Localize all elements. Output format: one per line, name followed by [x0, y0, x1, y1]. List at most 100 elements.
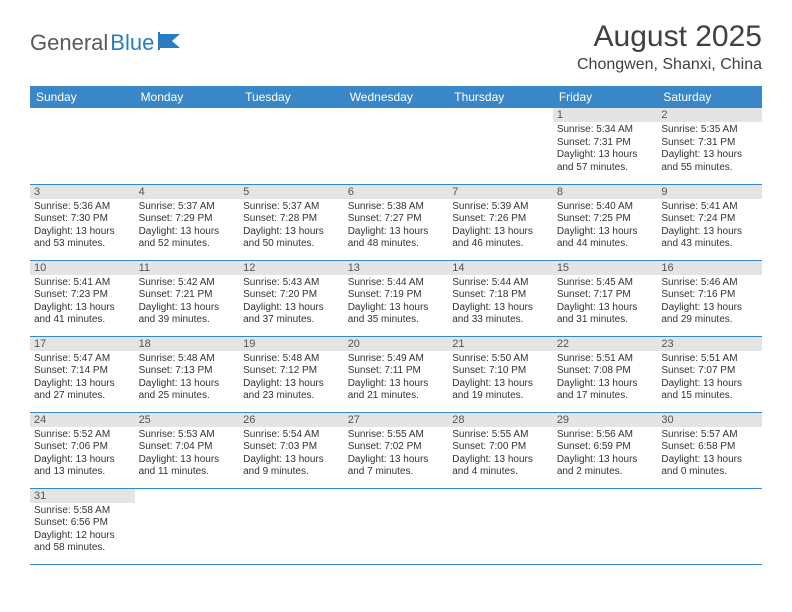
calendar-cell: [657, 488, 762, 564]
day-number: 16: [657, 261, 762, 275]
sunrise-line: Sunrise: 5:52 AM: [34, 429, 131, 442]
day-content: Sunrise: 5:41 AMSunset: 7:24 PMDaylight:…: [657, 199, 762, 253]
sunset-line: Sunset: 6:56 PM: [34, 517, 131, 530]
calendar-cell: [239, 488, 344, 564]
daylight-line: Daylight: 13 hours and 41 minutes.: [34, 302, 131, 327]
day-number: 14: [448, 261, 553, 275]
day-content: Sunrise: 5:51 AMSunset: 7:08 PMDaylight:…: [553, 351, 658, 405]
calendar-cell: 21Sunrise: 5:50 AMSunset: 7:10 PMDayligh…: [448, 336, 553, 412]
calendar-cell: 11Sunrise: 5:42 AMSunset: 7:21 PMDayligh…: [135, 260, 240, 336]
day-content: Sunrise: 5:52 AMSunset: 7:06 PMDaylight:…: [30, 427, 135, 481]
daylight-line: Daylight: 13 hours and 25 minutes.: [139, 378, 236, 403]
day-number: 8: [553, 185, 658, 199]
day-number: 10: [30, 261, 135, 275]
daylight-line: Daylight: 13 hours and 52 minutes.: [139, 226, 236, 251]
day-content: Sunrise: 5:41 AMSunset: 7:23 PMDaylight:…: [30, 275, 135, 329]
sunrise-line: Sunrise: 5:51 AM: [661, 353, 758, 366]
daylight-line: Daylight: 13 hours and 50 minutes.: [243, 226, 340, 251]
sunrise-line: Sunrise: 5:43 AM: [243, 277, 340, 290]
sunrise-line: Sunrise: 5:50 AM: [452, 353, 549, 366]
sunrise-line: Sunrise: 5:54 AM: [243, 429, 340, 442]
day-number: 6: [344, 185, 449, 199]
sunset-line: Sunset: 7:29 PM: [139, 213, 236, 226]
day-content: Sunrise: 5:57 AMSunset: 6:58 PMDaylight:…: [657, 427, 762, 481]
day-number: 24: [30, 413, 135, 427]
day-number: 15: [553, 261, 658, 275]
day-number: 20: [344, 337, 449, 351]
calendar-cell: 2Sunrise: 5:35 AMSunset: 7:31 PMDaylight…: [657, 108, 762, 184]
calendar-cell: 15Sunrise: 5:45 AMSunset: 7:17 PMDayligh…: [553, 260, 658, 336]
calendar-cell: 25Sunrise: 5:53 AMSunset: 7:04 PMDayligh…: [135, 412, 240, 488]
day-content: Sunrise: 5:51 AMSunset: 7:07 PMDaylight:…: [657, 351, 762, 405]
calendar-cell: 9Sunrise: 5:41 AMSunset: 7:24 PMDaylight…: [657, 184, 762, 260]
day-number: 3: [30, 185, 135, 199]
daylight-line: Daylight: 13 hours and 2 minutes.: [557, 454, 654, 479]
daylight-line: Daylight: 13 hours and 53 minutes.: [34, 226, 131, 251]
daylight-line: Daylight: 13 hours and 19 minutes.: [452, 378, 549, 403]
sunrise-line: Sunrise: 5:40 AM: [557, 201, 654, 214]
day-content: Sunrise: 5:42 AMSunset: 7:21 PMDaylight:…: [135, 275, 240, 329]
sunset-line: Sunset: 7:17 PM: [557, 289, 654, 302]
day-content: Sunrise: 5:49 AMSunset: 7:11 PMDaylight:…: [344, 351, 449, 405]
day-number: 27: [344, 413, 449, 427]
sunrise-line: Sunrise: 5:37 AM: [139, 201, 236, 214]
day-number: 4: [135, 185, 240, 199]
calendar-cell: 5Sunrise: 5:37 AMSunset: 7:28 PMDaylight…: [239, 184, 344, 260]
calendar-table: SundayMondayTuesdayWednesdayThursdayFrid…: [30, 86, 762, 565]
sunrise-line: Sunrise: 5:55 AM: [348, 429, 445, 442]
calendar-cell: 30Sunrise: 5:57 AMSunset: 6:58 PMDayligh…: [657, 412, 762, 488]
calendar-cell: 12Sunrise: 5:43 AMSunset: 7:20 PMDayligh…: [239, 260, 344, 336]
day-number: 28: [448, 413, 553, 427]
weekday-header: Wednesday: [344, 86, 449, 108]
calendar-cell: [448, 488, 553, 564]
sunset-line: Sunset: 7:04 PM: [139, 441, 236, 454]
sunset-line: Sunset: 6:59 PM: [557, 441, 654, 454]
day-content: Sunrise: 5:48 AMSunset: 7:13 PMDaylight:…: [135, 351, 240, 405]
calendar-cell: 13Sunrise: 5:44 AMSunset: 7:19 PMDayligh…: [344, 260, 449, 336]
calendar-cell: 4Sunrise: 5:37 AMSunset: 7:29 PMDaylight…: [135, 184, 240, 260]
sunset-line: Sunset: 7:11 PM: [348, 365, 445, 378]
sunrise-line: Sunrise: 5:55 AM: [452, 429, 549, 442]
daylight-line: Daylight: 13 hours and 23 minutes.: [243, 378, 340, 403]
day-number: 19: [239, 337, 344, 351]
calendar-cell: 19Sunrise: 5:48 AMSunset: 7:12 PMDayligh…: [239, 336, 344, 412]
sunrise-line: Sunrise: 5:35 AM: [661, 124, 758, 137]
day-number: 7: [448, 185, 553, 199]
sunrise-line: Sunrise: 5:58 AM: [34, 505, 131, 518]
logo-text-general: General: [30, 30, 108, 56]
sunset-line: Sunset: 7:07 PM: [661, 365, 758, 378]
daylight-line: Daylight: 13 hours and 0 minutes.: [661, 454, 758, 479]
weekday-header: Sunday: [30, 86, 135, 108]
calendar-cell: 16Sunrise: 5:46 AMSunset: 7:16 PMDayligh…: [657, 260, 762, 336]
calendar-cell: 3Sunrise: 5:36 AMSunset: 7:30 PMDaylight…: [30, 184, 135, 260]
daylight-line: Daylight: 13 hours and 43 minutes.: [661, 226, 758, 251]
weekday-header: Monday: [135, 86, 240, 108]
day-content: Sunrise: 5:37 AMSunset: 7:29 PMDaylight:…: [135, 199, 240, 253]
sunrise-line: Sunrise: 5:34 AM: [557, 124, 654, 137]
day-content: Sunrise: 5:39 AMSunset: 7:26 PMDaylight:…: [448, 199, 553, 253]
day-number: 31: [30, 489, 135, 503]
flag-icon: [158, 30, 184, 56]
calendar-cell: 14Sunrise: 5:44 AMSunset: 7:18 PMDayligh…: [448, 260, 553, 336]
day-number: 17: [30, 337, 135, 351]
sunrise-line: Sunrise: 5:45 AM: [557, 277, 654, 290]
sunset-line: Sunset: 7:10 PM: [452, 365, 549, 378]
sunset-line: Sunset: 7:08 PM: [557, 365, 654, 378]
sunset-line: Sunset: 7:02 PM: [348, 441, 445, 454]
day-content: Sunrise: 5:34 AMSunset: 7:31 PMDaylight:…: [553, 122, 658, 176]
day-content: Sunrise: 5:45 AMSunset: 7:17 PMDaylight:…: [553, 275, 658, 329]
daylight-line: Daylight: 13 hours and 27 minutes.: [34, 378, 131, 403]
sunset-line: Sunset: 7:16 PM: [661, 289, 758, 302]
day-content: Sunrise: 5:50 AMSunset: 7:10 PMDaylight:…: [448, 351, 553, 405]
day-number: 26: [239, 413, 344, 427]
calendar-cell: [448, 108, 553, 184]
daylight-line: Daylight: 13 hours and 46 minutes.: [452, 226, 549, 251]
day-content: Sunrise: 5:36 AMSunset: 7:30 PMDaylight:…: [30, 199, 135, 253]
day-content: Sunrise: 5:44 AMSunset: 7:19 PMDaylight:…: [344, 275, 449, 329]
day-content: Sunrise: 5:43 AMSunset: 7:20 PMDaylight:…: [239, 275, 344, 329]
sunrise-line: Sunrise: 5:44 AM: [348, 277, 445, 290]
sunset-line: Sunset: 7:24 PM: [661, 213, 758, 226]
sunset-line: Sunset: 7:12 PM: [243, 365, 340, 378]
calendar-cell: 10Sunrise: 5:41 AMSunset: 7:23 PMDayligh…: [30, 260, 135, 336]
daylight-line: Daylight: 13 hours and 37 minutes.: [243, 302, 340, 327]
